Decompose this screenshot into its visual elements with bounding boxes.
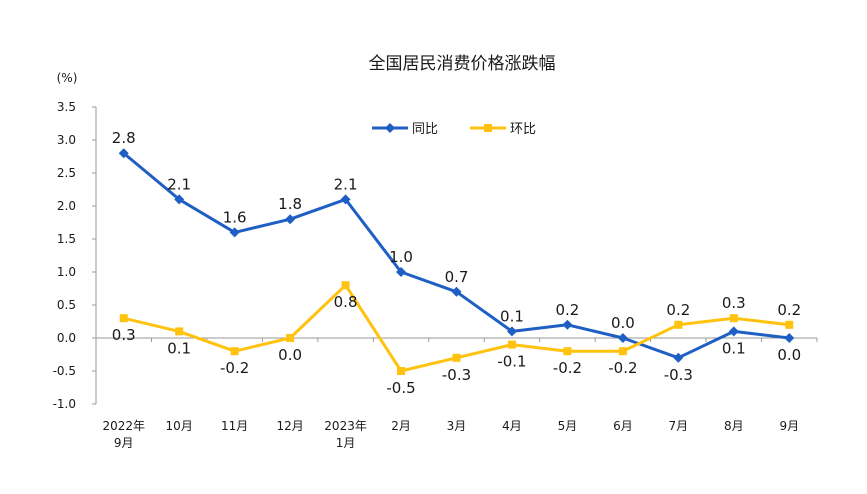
y-tick-label: 3.5 (57, 100, 76, 114)
data-label-tongbi: 2.1 (167, 175, 191, 193)
y-axis-unit: (%) (57, 71, 78, 85)
data-label-tongbi: 2.1 (334, 175, 358, 193)
data-label-huanbi: 0.3 (722, 294, 746, 312)
data-label-huanbi: -0.3 (442, 366, 471, 384)
y-tick-label: 2.0 (57, 199, 76, 213)
data-label-tongbi: 0.7 (445, 268, 469, 286)
data-point-tongbi (229, 227, 240, 238)
data-label-huanbi: -0.2 (608, 359, 637, 377)
series-line-1 (122, 152, 790, 360)
data-point-huanbi (618, 347, 627, 356)
data-label-huanbi: -0.2 (553, 359, 582, 377)
data-label-tongbi: 2.8 (112, 129, 136, 147)
data-label-tongbi: 0.2 (555, 301, 579, 319)
y-tick-label: 0.0 (57, 331, 76, 345)
data-point-huanbi (230, 347, 239, 356)
data-point-huanbi (119, 314, 128, 323)
data-point-huanbi (563, 347, 572, 356)
y-tick-label: 1.5 (57, 232, 76, 246)
data-label-tongbi: 0.0 (777, 346, 801, 364)
x-tick-label: 7月 (669, 419, 689, 433)
data-label-tongbi: 0.1 (500, 307, 524, 325)
legend-marker-square (484, 124, 492, 132)
data-point-huanbi (286, 334, 295, 342)
x-tick-label: 2023年 (324, 419, 367, 433)
data-label-huanbi: 0.8 (334, 293, 358, 311)
data-point-huanbi (674, 320, 683, 329)
data-label-tongbi: 1.0 (389, 248, 413, 266)
data-label-huanbi: 0.1 (167, 339, 191, 357)
x-tick-label: 9月 (779, 419, 799, 433)
y-tick-label: 1.0 (57, 265, 76, 279)
data-point-tongbi (728, 326, 739, 337)
data-point-tongbi (285, 214, 296, 225)
legend-label: 环比 (510, 122, 536, 137)
data-label-huanbi: 0.0 (278, 346, 302, 364)
data-point-huanbi (452, 353, 461, 362)
data-label-huanbi: -0.5 (386, 379, 415, 397)
data-point-tongbi (340, 194, 351, 205)
data-label-huanbi: -0.2 (220, 359, 249, 377)
data-point-tongbi (174, 194, 185, 205)
data-point-huanbi (397, 367, 406, 375)
data-point-tongbi (784, 333, 795, 343)
legend-label: 同比 (412, 122, 438, 137)
x-tick-label: 2月 (391, 419, 411, 433)
data-point-tongbi (506, 326, 517, 337)
data-point-tongbi (617, 333, 628, 343)
x-tick-label: 8月 (724, 419, 744, 433)
data-label-tongbi: 1.6 (223, 208, 247, 226)
data-label-tongbi: 0.1 (722, 339, 746, 357)
data-label-huanbi: 0.2 (666, 301, 690, 319)
x-tick-label: 1月 (336, 436, 356, 450)
legend-marker-diamond (385, 123, 395, 133)
data-point-tongbi (451, 286, 462, 297)
data-point-tongbi (396, 267, 407, 277)
y-tick-label: -0.5 (53, 364, 76, 378)
data-label-tongbi: -0.3 (664, 366, 693, 384)
legend: 同比 环比 (372, 122, 536, 137)
data-label-tongbi: 1.8 (278, 195, 302, 213)
data-point-huanbi (785, 320, 794, 329)
chart-title: 全国居民消费价格涨跌幅 (369, 54, 556, 74)
series-layer (118, 148, 795, 375)
x-tick-label: 2022年 (102, 419, 145, 433)
y-tick-label: 3.0 (57, 133, 76, 147)
x-tick-label: 12月 (276, 419, 303, 433)
axes: 3.5 3.0 2.5 2.0 1.5 1.0 0.5 0.0 -0.5 -1.0 2022年 9月 1… (53, 100, 818, 450)
x-tick-label: 9月 (114, 436, 134, 450)
x-tick-label: 11月 (221, 419, 248, 433)
data-point-tongbi (673, 352, 684, 363)
data-point-tongbi (118, 148, 129, 159)
data-labels: 2.8 2.1 1.6 1.8 2.1 1.0 0.7 0.1 0.2 0.0 -0.3 0.1 0.0… (112, 129, 801, 397)
x-tick-label: 4月 (502, 419, 522, 433)
x-tick-label: 3月 (447, 419, 467, 433)
data-point-huanbi (175, 327, 184, 336)
x-tick-label: 10月 (166, 419, 193, 433)
data-point-huanbi (341, 281, 350, 290)
y-tick-label: -1.0 (53, 397, 76, 411)
data-point-huanbi (729, 314, 738, 323)
y-tick-label: 2.5 (57, 166, 76, 180)
data-label-tongbi: 0.0 (611, 314, 635, 332)
y-tick-label: 0.5 (57, 298, 76, 312)
data-label-huanbi: -0.1 (497, 353, 526, 371)
data-label-huanbi: 0.3 (112, 326, 136, 344)
data-point-huanbi (507, 340, 516, 349)
x-tick-label: 6月 (613, 419, 633, 433)
data-point-tongbi (562, 319, 573, 330)
x-tick-label: 5月 (558, 419, 578, 433)
data-label-huanbi: 0.2 (777, 301, 801, 319)
